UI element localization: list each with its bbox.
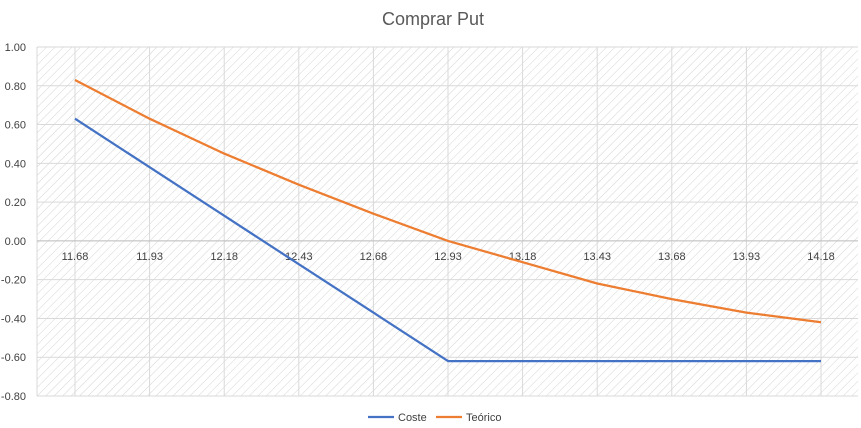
y-tick-label: 1.00 — [5, 42, 26, 54]
series-line-coste — [74, 117, 821, 363]
legend-label: Teórico — [466, 412, 501, 424]
y-tick-label: -0.20 — [1, 275, 26, 287]
y-tick-label: 0.40 — [5, 158, 26, 170]
x-tick-label: 11.68 — [62, 251, 89, 263]
series-line-terico — [74, 79, 822, 324]
legend-label: Coste — [398, 412, 427, 424]
chart-title: Comprar Put — [382, 9, 484, 29]
y-tick-label: 0.80 — [5, 81, 26, 93]
x-tick-label: 13.93 — [733, 251, 761, 263]
y-tick-label: 0.20 — [5, 197, 26, 209]
y-tick-label: 0.60 — [5, 120, 26, 132]
y-tick-label: -0.60 — [1, 352, 26, 364]
x-tick-label: 11.93 — [136, 251, 163, 263]
y-tick-label: -0.80 — [1, 391, 26, 403]
x-tick-label: 12.18 — [210, 251, 238, 263]
y-tick-label: -0.40 — [1, 313, 26, 325]
x-tick-label: 13.68 — [658, 251, 686, 263]
y-tick-label: 0.00 — [5, 236, 26, 248]
x-tick-label: 14.18 — [807, 251, 835, 263]
x-tick-label: 13.43 — [583, 251, 611, 263]
x-tick-label: 12.68 — [360, 251, 388, 263]
x-tick-label: 12.93 — [434, 251, 462, 263]
